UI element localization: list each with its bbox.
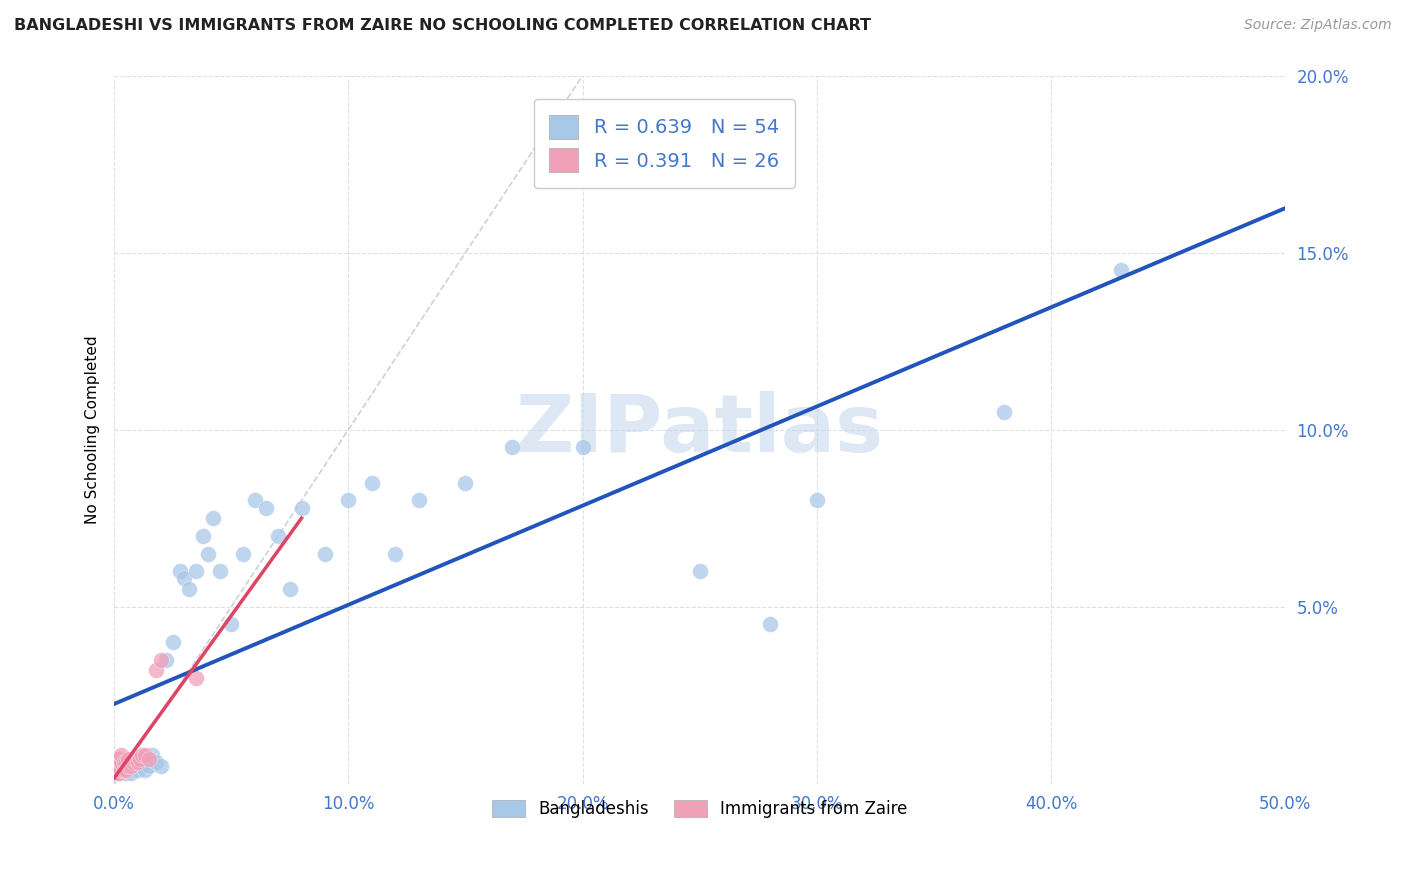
Point <box>117 752 139 766</box>
Point <box>179 582 201 596</box>
Point <box>360 475 382 490</box>
Legend: Bangladeshis, Immigrants from Zaire: Bangladeshis, Immigrants from Zaire <box>485 794 914 825</box>
Text: BANGLADESHI VS IMMIGRANTS FROM ZAIRE NO SCHOOLING COMPLETED CORRELATION CHART: BANGLADESHI VS IMMIGRANTS FROM ZAIRE NO … <box>14 18 872 33</box>
Point <box>127 756 149 770</box>
Point <box>145 664 167 678</box>
Point <box>108 763 131 777</box>
Point <box>129 756 152 770</box>
Point <box>173 571 195 585</box>
Point <box>105 766 128 780</box>
Point <box>108 766 131 780</box>
Point <box>254 500 277 515</box>
Point <box>267 529 290 543</box>
Point <box>115 763 138 777</box>
Point <box>571 440 593 454</box>
Point <box>120 766 142 780</box>
Point <box>120 759 142 773</box>
Point <box>115 759 138 773</box>
Point <box>138 759 160 773</box>
Point <box>193 529 215 543</box>
Point <box>105 766 128 780</box>
Point <box>115 766 138 780</box>
Point <box>141 748 163 763</box>
Point <box>408 493 430 508</box>
Point <box>110 756 132 770</box>
Point <box>155 653 177 667</box>
Point <box>197 547 219 561</box>
Point <box>129 752 152 766</box>
Point <box>131 748 153 763</box>
Point <box>131 759 153 773</box>
Point <box>221 617 243 632</box>
Point <box>122 763 145 777</box>
Point <box>110 752 132 766</box>
Point <box>169 564 191 578</box>
Point <box>314 547 336 561</box>
Point <box>689 564 711 578</box>
Point <box>278 582 301 596</box>
Point <box>454 475 477 490</box>
Point <box>108 752 131 766</box>
Point <box>993 405 1015 419</box>
Point <box>138 752 160 766</box>
Point <box>117 759 139 773</box>
Point <box>112 763 135 777</box>
Point <box>112 763 135 777</box>
Point <box>384 547 406 561</box>
Text: ZIPatlas: ZIPatlas <box>516 391 884 468</box>
Point <box>337 493 360 508</box>
Point <box>232 547 254 561</box>
Point <box>201 511 224 525</box>
Point <box>124 752 146 766</box>
Point <box>243 493 266 508</box>
Point <box>105 759 128 773</box>
Point <box>501 440 523 454</box>
Point <box>117 756 139 770</box>
Text: Source: ZipAtlas.com: Source: ZipAtlas.com <box>1244 18 1392 32</box>
Point <box>112 756 135 770</box>
Point <box>208 564 231 578</box>
Point <box>134 748 156 763</box>
Point <box>759 617 782 632</box>
Point <box>186 564 208 578</box>
Point <box>806 493 828 508</box>
Point <box>120 759 142 773</box>
Point <box>134 763 156 777</box>
Point <box>110 766 132 780</box>
Point <box>105 752 128 766</box>
Point <box>110 748 132 763</box>
Point <box>186 671 208 685</box>
Point <box>290 500 312 515</box>
Point <box>162 635 184 649</box>
Point <box>108 759 131 773</box>
Point <box>105 759 128 773</box>
Y-axis label: No Schooling Completed: No Schooling Completed <box>86 335 100 524</box>
Point <box>127 763 149 777</box>
Point <box>150 653 173 667</box>
Point <box>108 756 131 770</box>
Point <box>110 763 132 777</box>
Point <box>115 756 138 770</box>
Point <box>122 756 145 770</box>
Point <box>117 763 139 777</box>
Point <box>124 759 146 773</box>
Point <box>145 756 167 770</box>
Point <box>150 759 173 773</box>
Point <box>1109 263 1132 277</box>
Point <box>112 756 135 770</box>
